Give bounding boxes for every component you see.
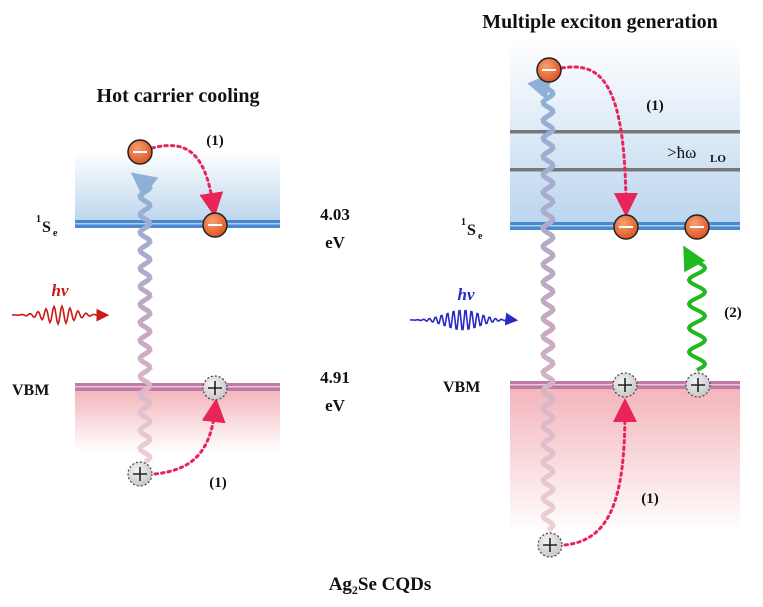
left-panel: Hot carrier cooling (1) (1) 4.03 eV 4.91…	[11, 85, 350, 491]
phonon-level-line	[510, 130, 740, 134]
cooling-arrow-electron	[560, 65, 638, 217]
cooling-arrow-hole	[563, 398, 637, 547]
electron-icon	[127, 139, 153, 165]
step-label: (2)	[724, 305, 742, 321]
level-top-label: S	[42, 219, 51, 236]
hole-icon	[685, 372, 711, 398]
electron-icon	[684, 214, 710, 240]
excitation-wavy-arrow	[527, 72, 556, 533]
excitation-wavy-arrow	[130, 172, 159, 465]
level-sup: 1	[36, 214, 41, 225]
energy-bottom-value: 4.91	[320, 368, 350, 387]
hole-icon	[612, 372, 638, 398]
level-sup: 1	[461, 217, 466, 228]
level-top-label: S	[467, 222, 476, 239]
hole-icon	[127, 461, 153, 487]
photon-label: hv	[52, 281, 69, 300]
cooling-arrow-electron	[150, 144, 224, 217]
electron-icon	[613, 214, 639, 240]
energy-top-value: 4.03	[320, 205, 350, 224]
energy-top-unit: eV	[325, 233, 346, 252]
step-label: (1)	[209, 475, 227, 491]
photon-label: hv	[458, 285, 475, 304]
photon-wave-right	[409, 309, 519, 331]
left-title: Hot carrier cooling	[97, 85, 260, 107]
hole-icon	[202, 375, 228, 401]
step-label: (1)	[641, 491, 659, 507]
caption: Ag2Se CQDs	[329, 574, 432, 597]
level-bottom-label: VBM	[443, 379, 480, 396]
level-sub: e	[478, 231, 483, 242]
step-label: (1)	[206, 133, 224, 149]
energy-bottom-unit: eV	[325, 396, 346, 415]
conduction-band-region	[75, 150, 280, 222]
level-sub: e	[53, 228, 58, 239]
right-title: Multiple exciton generation	[482, 11, 718, 33]
phonon-sub: LO	[710, 153, 726, 165]
photon-wave-left	[11, 303, 110, 327]
step-label: (1)	[646, 98, 664, 114]
valence-band-region	[75, 390, 280, 452]
electron-icon	[536, 57, 562, 83]
level-bottom-label: VBM	[12, 382, 49, 399]
phonon-energy-label: >ħω	[667, 143, 696, 162]
mec-wavy-arrow	[683, 245, 708, 372]
cooling-arrow-hole	[153, 398, 226, 476]
right-panel: Multiple exciton generation (1) (1) (2) …	[409, 11, 742, 558]
hole-icon	[537, 532, 563, 558]
electron-icon	[202, 212, 228, 238]
